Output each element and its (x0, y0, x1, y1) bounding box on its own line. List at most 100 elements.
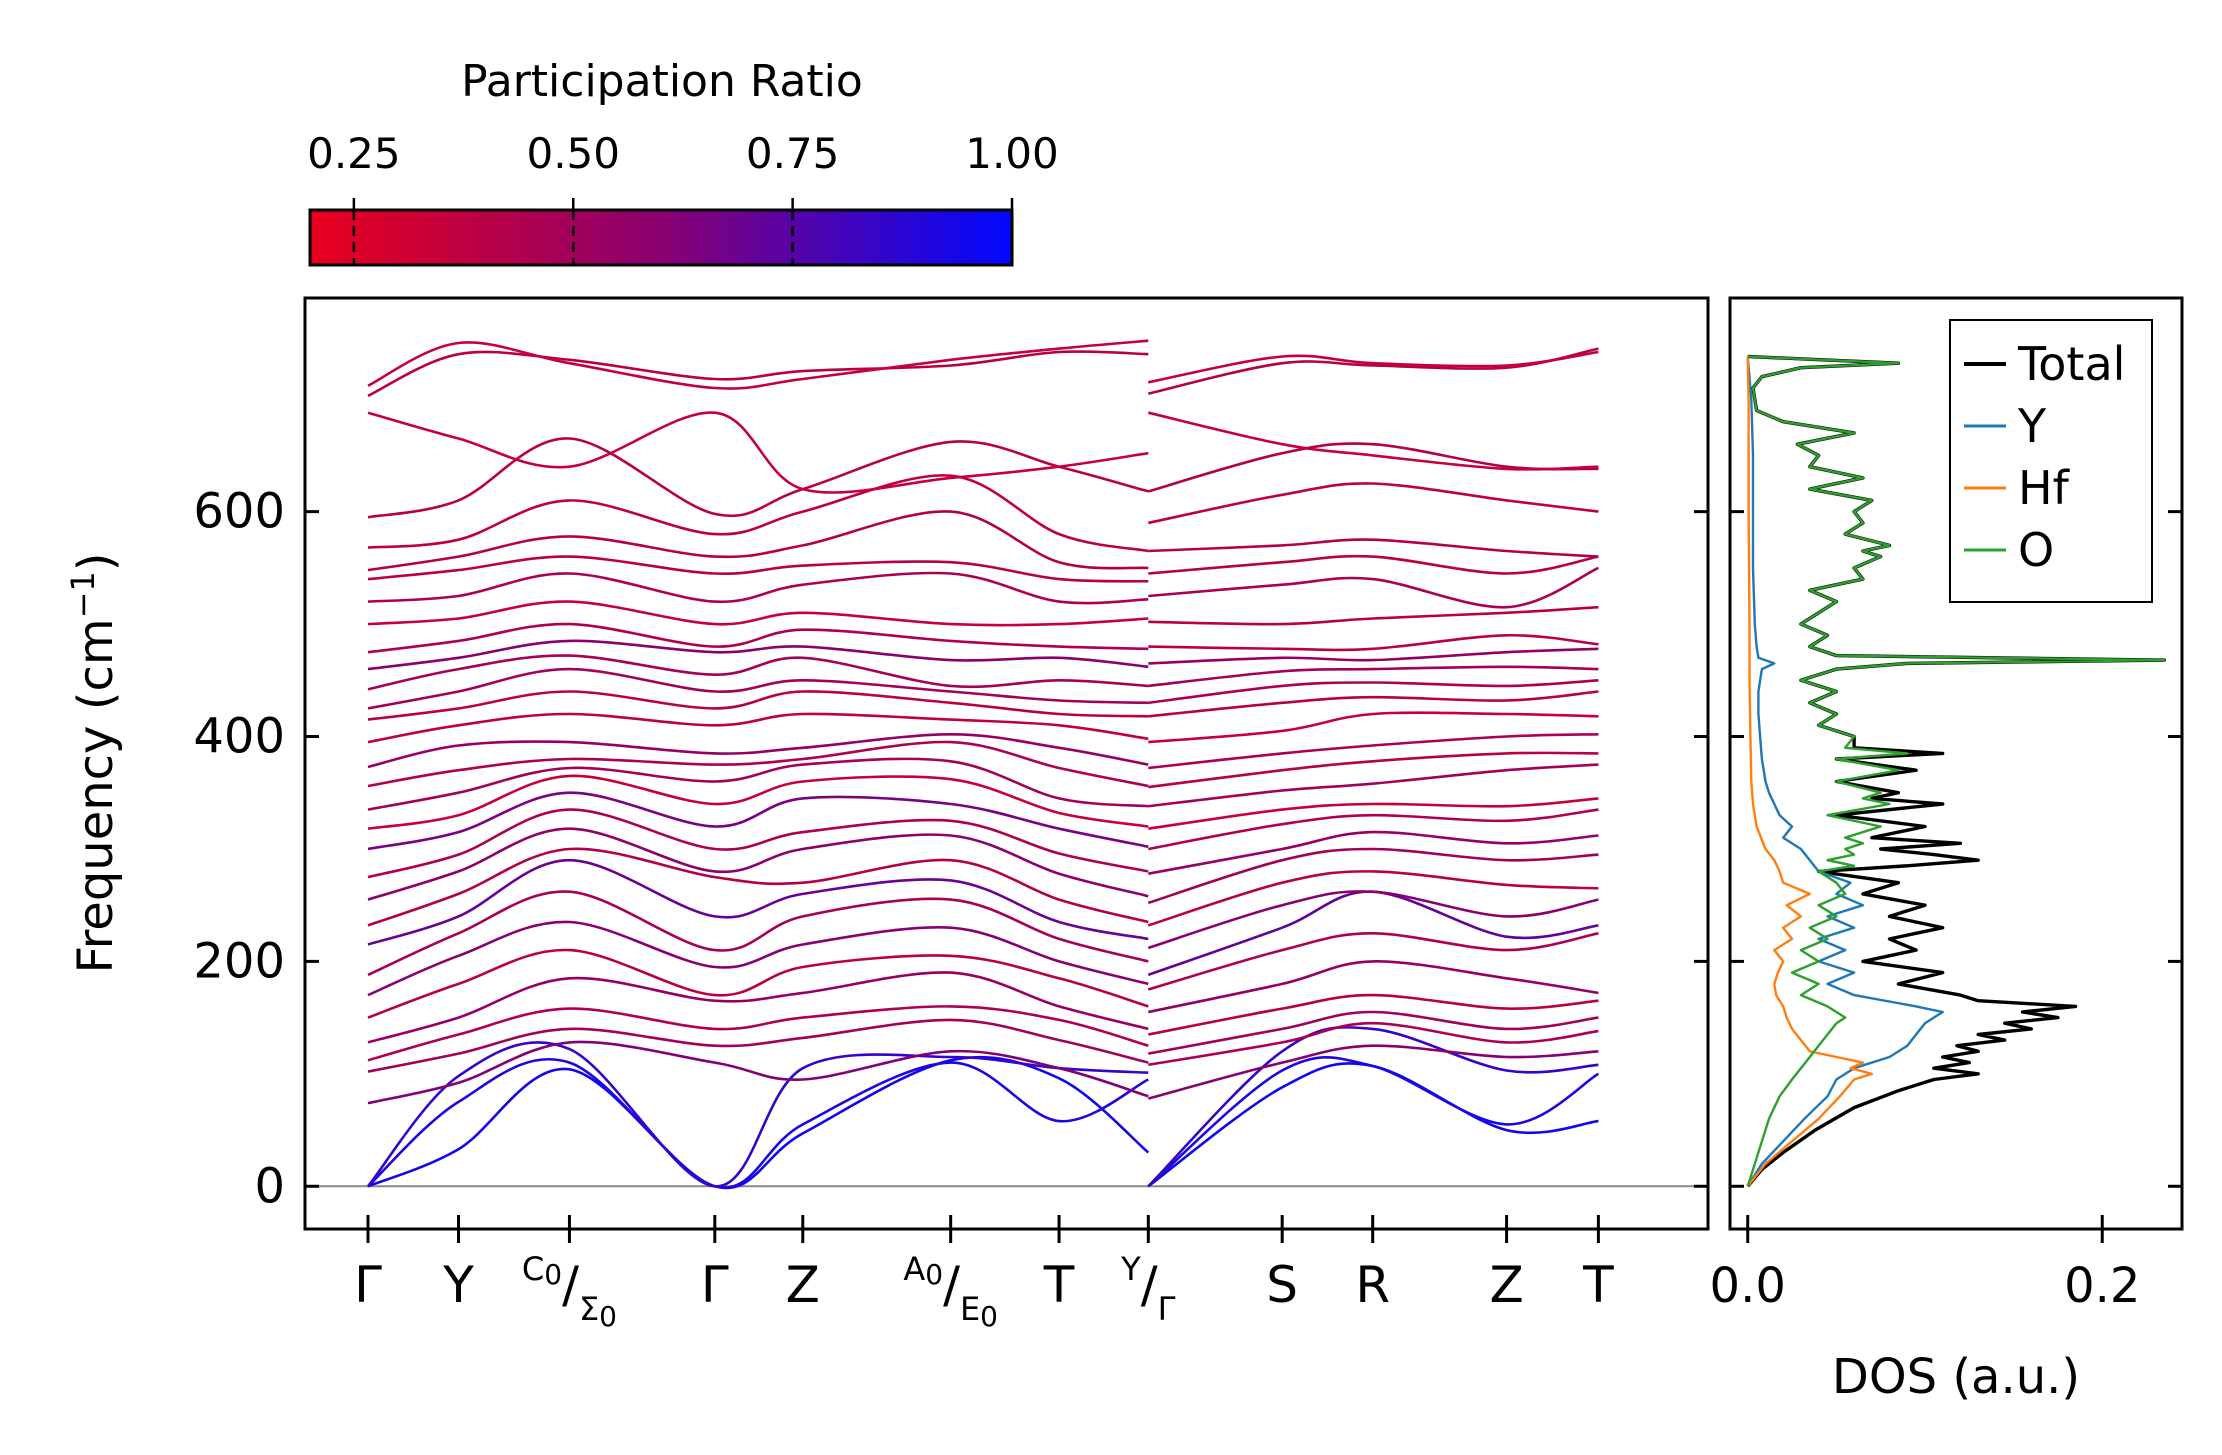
k-point-label: S (1266, 1256, 1298, 1314)
optical-branch-right (1148, 711, 1599, 744)
k-point-label: Y/Γ (1120, 1250, 1175, 1328)
optical-branch-left (367, 690, 1149, 721)
acoustic-branch (1147, 1026, 1599, 1188)
optical-branch-left (367, 667, 1149, 710)
acoustic-branch (1147, 1056, 1600, 1188)
k-point-label: Γ (701, 1256, 729, 1314)
acoustic-branch (367, 1057, 1149, 1189)
dos-x-tick-label: 0.0 (1710, 1258, 1786, 1314)
optical-branch-right (1148, 993, 1599, 1036)
k-point-label: A0/E0 (903, 1250, 998, 1333)
optical-branch-left (367, 600, 1149, 627)
optical-branch-left (367, 350, 1149, 397)
colorbar-gradient (308, 208, 1014, 267)
dos-line-hf (1746, 356, 1873, 1188)
y-tick-label: 600 (193, 484, 285, 540)
optical-branch-right (1148, 960, 1599, 1014)
optical-branch-right (1148, 797, 1599, 830)
optical-branch-left (367, 774, 1149, 830)
optical-branch-left (367, 411, 1149, 494)
optical-branch-left (367, 890, 1149, 977)
k-point-label: Z (786, 1256, 820, 1314)
colorbar: Participation Ratio 0.25 0.50 0.75 1.00 (307, 56, 1059, 267)
optical-branch-right (1147, 890, 1599, 950)
optical-branch-left (367, 847, 1149, 927)
band-y-axis-label: Frequency (cm−1) (64, 552, 124, 973)
optical-branch-left (367, 510, 1149, 572)
y-tick-label: 400 (193, 709, 285, 765)
optical-branch-left (367, 1040, 1149, 1105)
k-point-label: Y (442, 1256, 474, 1314)
optical-branch-left (367, 948, 1149, 1019)
optical-branch-right (1148, 482, 1599, 525)
optical-branch-right (1148, 751, 1599, 789)
optical-branch-left (367, 808, 1149, 879)
optical-branch-left (367, 740, 1149, 788)
optical-branch-left (367, 827, 1149, 901)
dos-series (1746, 354, 2166, 1188)
optical-branch-left (367, 654, 1149, 691)
legend-label: Y (2017, 399, 2047, 453)
optical-branch-right (1148, 647, 1599, 665)
optical-branch-left (367, 555, 1149, 583)
colorbar-tick-label: 1.00 (965, 129, 1059, 178)
optical-branch-right (1148, 350, 1599, 384)
optical-branch-left (367, 639, 1149, 671)
band-x-axis: Γ Y C0/Σ0Γ Z A0/E0T Y/Γ S R Z T (354, 1215, 1614, 1333)
dos-panel: 0.0 0.2 DOS (a.u.) Total Y Hf O (1710, 296, 2184, 1405)
dos-line-o (1746, 355, 2166, 1187)
optical-branch-right (1148, 808, 1599, 851)
dos-axes-ticks: 0.0 0.2 (1710, 510, 2182, 1314)
optical-branch-right (1147, 847, 1599, 905)
optical-branch-left (367, 622, 1149, 654)
legend-label: O (2018, 523, 2054, 577)
acoustic-branch (367, 1055, 1150, 1190)
optical-branch-right (1148, 830, 1599, 875)
optical-branch-left (367, 1018, 1149, 1073)
dos-axes-frame (1728, 296, 2184, 1231)
legend-label: Hf (2018, 461, 2071, 515)
colorbar-tick-label: 0.50 (526, 129, 620, 178)
optical-branch-left (367, 339, 1149, 390)
optical-branch-right (1148, 566, 1599, 609)
optical-branch-left (367, 712, 1149, 744)
optical-branch-left (367, 1005, 1149, 1062)
y-tick-label: 200 (193, 933, 285, 989)
optical-branch-right (1148, 538, 1599, 558)
band-branches (366, 339, 1600, 1190)
optical-branch-right (1148, 1021, 1599, 1067)
k-point-label: T (1043, 1256, 1075, 1314)
optical-branch-right (1148, 679, 1599, 705)
optical-branch-right (1148, 554, 1599, 575)
optical-branch-right (1148, 733, 1599, 770)
dos-legend: Total Y Hf O (1949, 319, 2153, 603)
dos-line-y (1746, 356, 1944, 1187)
optical-branch-right (1148, 690, 1599, 718)
k-point-label: C0/Σ0 (522, 1250, 617, 1333)
band-y-axis: 0 200 400 600 (193, 484, 1708, 1214)
optical-branch-right (1148, 633, 1599, 652)
acoustic-branch (1147, 1062, 1599, 1188)
legend-box (1949, 319, 2153, 603)
optical-branch-right (1148, 665, 1599, 688)
legend-label: Total (2017, 337, 2125, 391)
acoustic-branch (366, 1041, 1149, 1188)
colorbar-ticks: 0.25 0.50 0.75 1.00 (307, 129, 1059, 265)
optical-branch-right (1147, 1044, 1599, 1100)
k-point-label: T (1582, 1256, 1614, 1314)
k-point-label: R (1355, 1256, 1390, 1314)
optical-branch-left (367, 858, 1149, 946)
optical-branch-left (367, 474, 1149, 553)
dos-x-axis-label: DOS (a.u.) (1832, 1349, 2080, 1405)
y-tick-label: 0 (254, 1158, 285, 1214)
optical-branch-right (1148, 763, 1599, 808)
colorbar-title: Participation Ratio (461, 56, 863, 107)
optical-branch-left (367, 920, 1149, 997)
optical-branch-right (1147, 931, 1599, 991)
optical-branch-left (367, 437, 1149, 519)
optical-branch-right (1148, 605, 1599, 626)
optical-branch-left (367, 791, 1149, 851)
k-point-label: Z (1489, 1256, 1523, 1314)
